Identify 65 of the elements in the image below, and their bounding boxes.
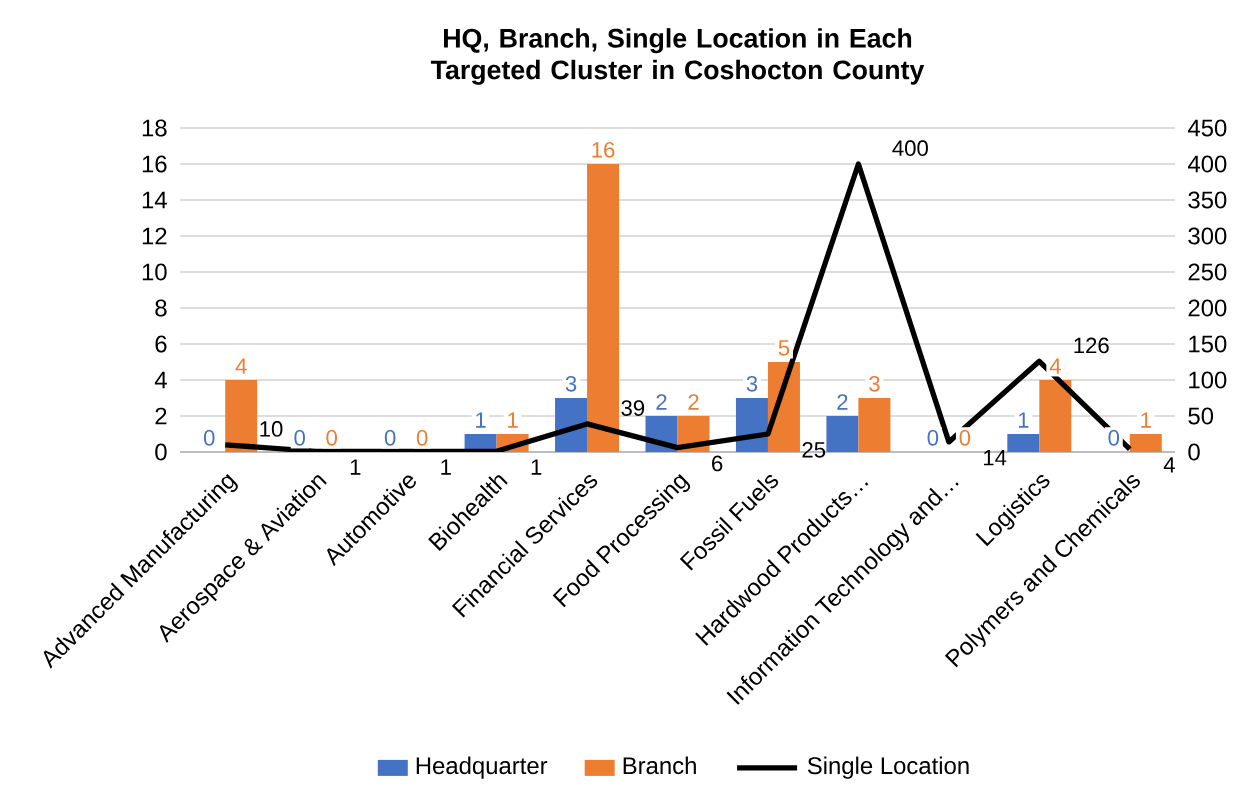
y2-tick-label: 300 [1188,227,1227,245]
data-label: 25 [802,441,826,458]
data-label: 1 [1018,412,1029,428]
y2-tick-label: 150 [1189,335,1227,353]
y-tick-label: 10 [142,263,167,281]
y2-tick-label: 200 [1188,299,1227,317]
bar [1039,380,1072,452]
y2-tick-label: 450 [1187,119,1227,137]
data-label: 4 [1049,358,1061,374]
data-label: 1 [350,459,361,475]
data-label: 0 [927,429,939,446]
y-tick-label: 2 [155,407,167,425]
bar [587,164,620,452]
data-label: 3 [869,375,880,392]
y2-tick-label: 100 [1189,371,1227,389]
bar [1129,433,1162,452]
y-tick-label: 14 [142,191,167,209]
data-label: 0 [416,429,428,446]
data-label: 1 [441,459,451,475]
data-label: 14 [984,450,1007,466]
y2-tick-label: 50 [1188,407,1214,425]
y-tick-label: 0 [155,443,167,461]
data-label: 1 [476,412,486,428]
data-label: 10 [260,421,283,437]
data-label: 5 [778,340,790,356]
data-label: 4 [235,358,247,374]
data-label: 3 [746,375,758,392]
data-label: 0 [294,429,305,446]
bar [225,380,258,452]
data-label: 2 [837,394,848,410]
legend-label: Headquarter [416,756,548,779]
data-label: 0 [1108,429,1120,446]
y-tick-label: 12 [142,227,167,245]
data-label: 1 [508,412,518,428]
legend-label: Single Location [807,756,969,779]
data-label: 6 [712,455,723,472]
data-label: 0 [384,429,396,446]
data-label: 126 [1074,337,1109,354]
y-tick-label: 4 [154,371,167,389]
data-label: 4 [1163,457,1175,473]
y2-tick-label: 0 [1188,443,1200,461]
bar [858,398,891,452]
data-label: 0 [959,429,971,446]
y-tick-label: 8 [155,299,167,317]
bar [1007,433,1040,452]
data-label: 1 [531,459,542,475]
data-label: 3 [565,375,577,392]
bar [826,415,859,452]
y2-tick-label: 350 [1188,191,1227,209]
data-label: 16 [592,141,615,158]
y2-tick-label: 400 [1187,155,1227,173]
data-label: 0 [326,429,337,446]
data-label: 1 [1141,412,1151,428]
data-label: 2 [688,394,699,410]
data-label: 0 [203,429,215,446]
data-label: 2 [656,394,667,410]
y-tick-label: 18 [142,119,167,137]
y-tick-label: 6 [155,335,167,353]
legend-label: Branch [623,756,696,775]
y-tick-label: 16 [142,155,167,173]
bar [555,398,588,452]
data-label: 400 [892,140,928,157]
y2-tick-label: 250 [1188,263,1227,281]
data-label: 39 [621,400,645,416]
chart-title: HQ, Branch, Single Location in Each Targeted Cluster in Coshocton County [430,28,925,85]
